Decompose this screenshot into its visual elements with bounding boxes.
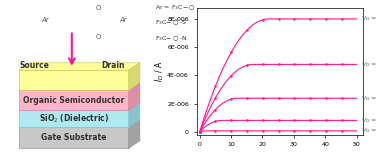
Polygon shape xyxy=(19,103,140,110)
Polygon shape xyxy=(19,90,129,110)
Text: F$_3$C$-\bigcirc$-N: F$_3$C$-\bigcirc$-N xyxy=(155,34,187,43)
Polygon shape xyxy=(129,83,140,110)
Text: Source: Source xyxy=(19,61,49,70)
Text: Drain: Drain xyxy=(102,61,125,70)
Text: $V_G$ = 45 V: $V_G$ = 45 V xyxy=(361,60,378,69)
Text: $V_G$ = 40 V: $V_G$ = 40 V xyxy=(361,94,378,103)
Polygon shape xyxy=(19,63,140,70)
Polygon shape xyxy=(129,63,140,90)
Text: Ar: Ar xyxy=(119,17,127,23)
Text: Ar: Ar xyxy=(42,17,49,23)
Text: Organic Semiconductor: Organic Semiconductor xyxy=(23,96,124,105)
Text: $V_G$ = 30 V: $V_G$ = 30 V xyxy=(361,126,378,135)
Text: $V_G$ = 50 V: $V_G$ = 50 V xyxy=(361,15,378,23)
Text: F$_3$C$-\bigcirc$-S: F$_3$C$-\bigcirc$-S xyxy=(155,19,187,27)
Polygon shape xyxy=(129,119,140,148)
Text: $V_G$ = 35 V: $V_G$ = 35 V xyxy=(361,116,378,125)
Polygon shape xyxy=(19,110,129,127)
Text: Gate Substrate: Gate Substrate xyxy=(41,133,106,142)
Polygon shape xyxy=(19,83,140,90)
Polygon shape xyxy=(19,119,140,127)
Text: O: O xyxy=(96,5,101,11)
Polygon shape xyxy=(19,127,129,148)
Polygon shape xyxy=(19,70,129,90)
Text: O: O xyxy=(96,34,101,40)
Text: Ar = F$_3$C$-\bigcirc$: Ar = F$_3$C$-\bigcirc$ xyxy=(155,3,195,12)
Text: SiO$_2$ (Dielectric): SiO$_2$ (Dielectric) xyxy=(39,112,109,125)
Y-axis label: $I_D$ / A: $I_D$ / A xyxy=(153,61,166,82)
Polygon shape xyxy=(129,103,140,127)
